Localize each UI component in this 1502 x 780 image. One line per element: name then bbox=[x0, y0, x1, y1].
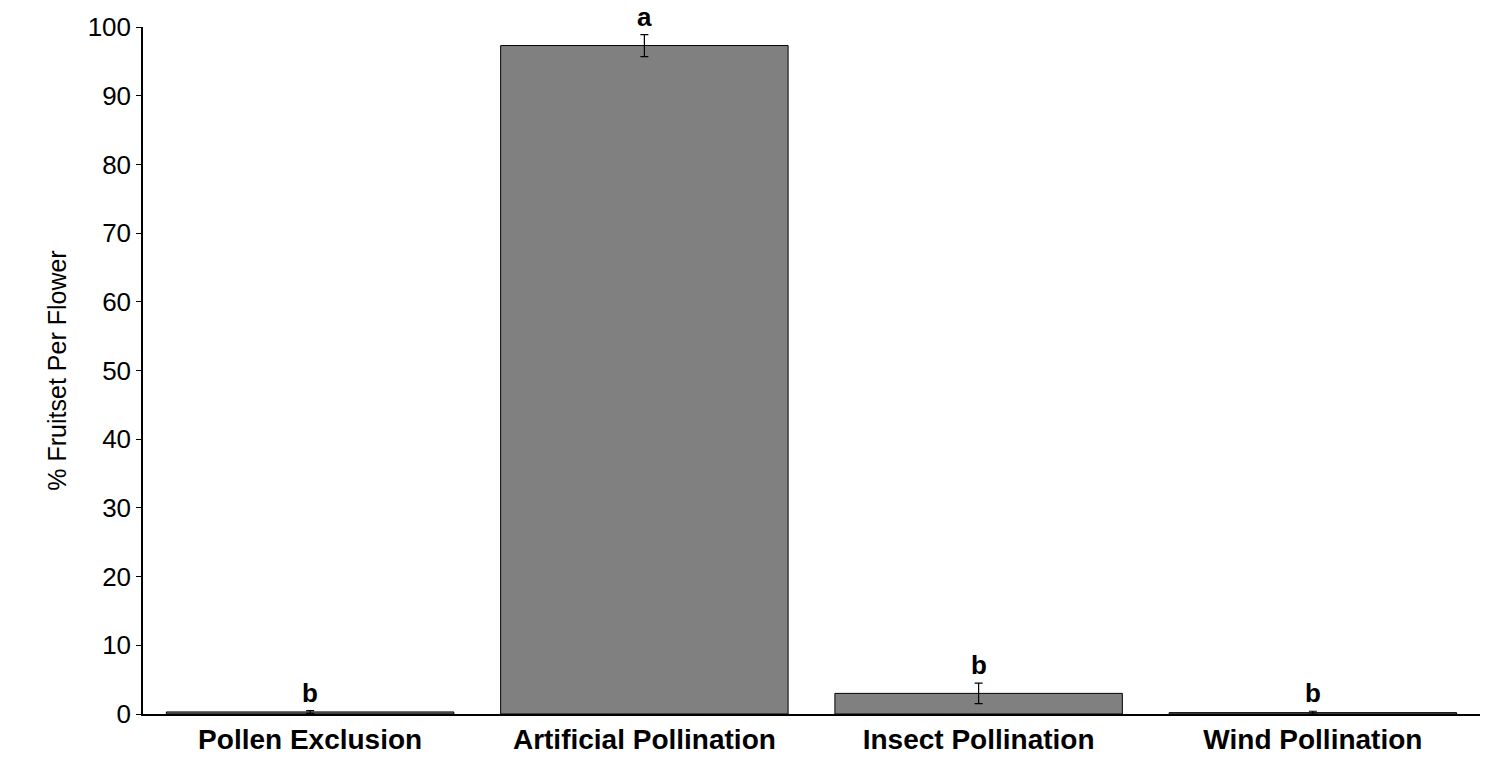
svg-text:60: 60 bbox=[102, 287, 131, 317]
svg-text:100: 100 bbox=[88, 12, 131, 42]
svg-text:Pollen Exclusion: Pollen Exclusion bbox=[198, 724, 422, 755]
svg-text:30: 30 bbox=[102, 493, 131, 523]
svg-text:Insect Pollination: Insect Pollination bbox=[863, 724, 1095, 755]
svg-text:10: 10 bbox=[102, 630, 131, 660]
svg-text:90: 90 bbox=[102, 81, 131, 111]
svg-text:20: 20 bbox=[102, 562, 131, 592]
svg-text:b: b bbox=[302, 678, 318, 708]
svg-text:b: b bbox=[1305, 678, 1321, 708]
svg-text:a: a bbox=[637, 2, 652, 32]
svg-text:% Fruitset Per Flower: % Fruitset Per Flower bbox=[43, 250, 71, 490]
svg-text:50: 50 bbox=[102, 356, 131, 386]
svg-text:40: 40 bbox=[102, 424, 131, 454]
svg-text:70: 70 bbox=[102, 218, 131, 248]
svg-text:Artificial Pollination: Artificial Pollination bbox=[513, 724, 776, 755]
svg-text:Wind Pollination: Wind Pollination bbox=[1203, 724, 1422, 755]
svg-text:b: b bbox=[971, 650, 987, 680]
svg-text:0: 0 bbox=[117, 699, 131, 729]
svg-text:80: 80 bbox=[102, 150, 131, 180]
